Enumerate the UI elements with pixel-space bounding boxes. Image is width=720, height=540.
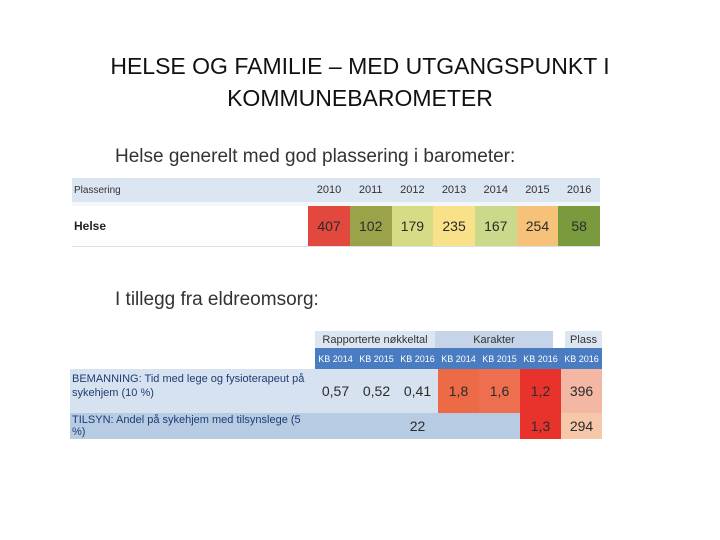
column-header: KB 2016 xyxy=(523,353,558,364)
row-label: TILSYN: Andel på sykehjem med tilsynsleg… xyxy=(72,414,301,438)
rank-cell: 179 xyxy=(391,206,434,246)
value-cell: 1,3 xyxy=(520,413,561,439)
column-header: KB 2015 xyxy=(482,353,517,364)
table-header: Plassering 2010 2011 2012 2013 2014 2015… xyxy=(72,178,600,202)
value-cell: 0,52 xyxy=(356,369,397,413)
divider xyxy=(72,202,600,206)
table-row: Helse 407 102 179 235 167 254 58 xyxy=(72,206,600,247)
year-header: 2011 xyxy=(358,184,383,196)
rank-cell: 235 xyxy=(433,206,475,246)
value-cell: 1,2 xyxy=(520,369,561,413)
value-cell: 1,8 xyxy=(438,369,479,413)
year-header: 2016 xyxy=(566,184,592,196)
row-label: Helse xyxy=(74,219,107,233)
column-header-row: KB 2014 KB 2015 KB 2016 KB 2014 KB 2015 … xyxy=(70,348,602,369)
value-cell: 0,57 xyxy=(315,369,356,413)
rank-cell: 167 xyxy=(474,206,517,246)
value-cell: 396 xyxy=(561,369,602,413)
column-header: KB 2014 xyxy=(318,353,353,364)
rank-cell: 407 xyxy=(308,206,350,246)
page-title: HELSE OG FAMILIE – MED UTGANGSPUNKT I KO… xyxy=(110,53,610,111)
year-header: 2012 xyxy=(400,184,425,196)
value-cell: 294 xyxy=(561,413,602,439)
table-row: BEMANNING: Tid med lege og fysioterapeut… xyxy=(70,369,602,413)
column-header: KB 2016 xyxy=(564,353,599,364)
group-header-row: Rapporterte nøkkeltal Karakter Plass xyxy=(70,331,602,348)
subtitle-health: Helse generelt med god plassering i baro… xyxy=(115,146,516,167)
group-header: Plass xyxy=(565,331,602,348)
health-ranking-table: Plassering 2010 2011 2012 2013 2014 2015… xyxy=(72,178,600,247)
column-header: KB 2014 xyxy=(441,353,476,364)
header-label: Plassering xyxy=(74,184,121,196)
elderly-care-table: Rapporterte nøkkeltal Karakter Plass KB … xyxy=(70,331,602,439)
year-header: 2015 xyxy=(525,184,550,196)
year-header: 2010 xyxy=(316,184,342,196)
year-header: 2014 xyxy=(483,184,508,196)
group-header: Rapporterte nøkkeltal xyxy=(315,331,435,348)
value-cell: 1,6 xyxy=(479,369,520,413)
row-label: BEMANNING: Tid med lege og fysioterapeut… xyxy=(72,373,305,399)
value-cell: 0,41 xyxy=(397,369,438,413)
column-header: KB 2016 xyxy=(400,353,435,364)
year-header: 2013 xyxy=(441,184,467,196)
group-header: Karakter xyxy=(435,331,553,348)
column-header: KB 2015 xyxy=(359,353,394,364)
value-cell: 22 xyxy=(315,413,520,439)
rank-cell: 254 xyxy=(516,206,559,246)
table-row: TILSYN: Andel på sykehjem med tilsynsleg… xyxy=(70,413,602,439)
rank-cell: 102 xyxy=(349,206,392,246)
rank-cell: 58 xyxy=(558,206,600,246)
subtitle-elderly-care: I tillegg fra eldreomsorg: xyxy=(115,289,319,310)
